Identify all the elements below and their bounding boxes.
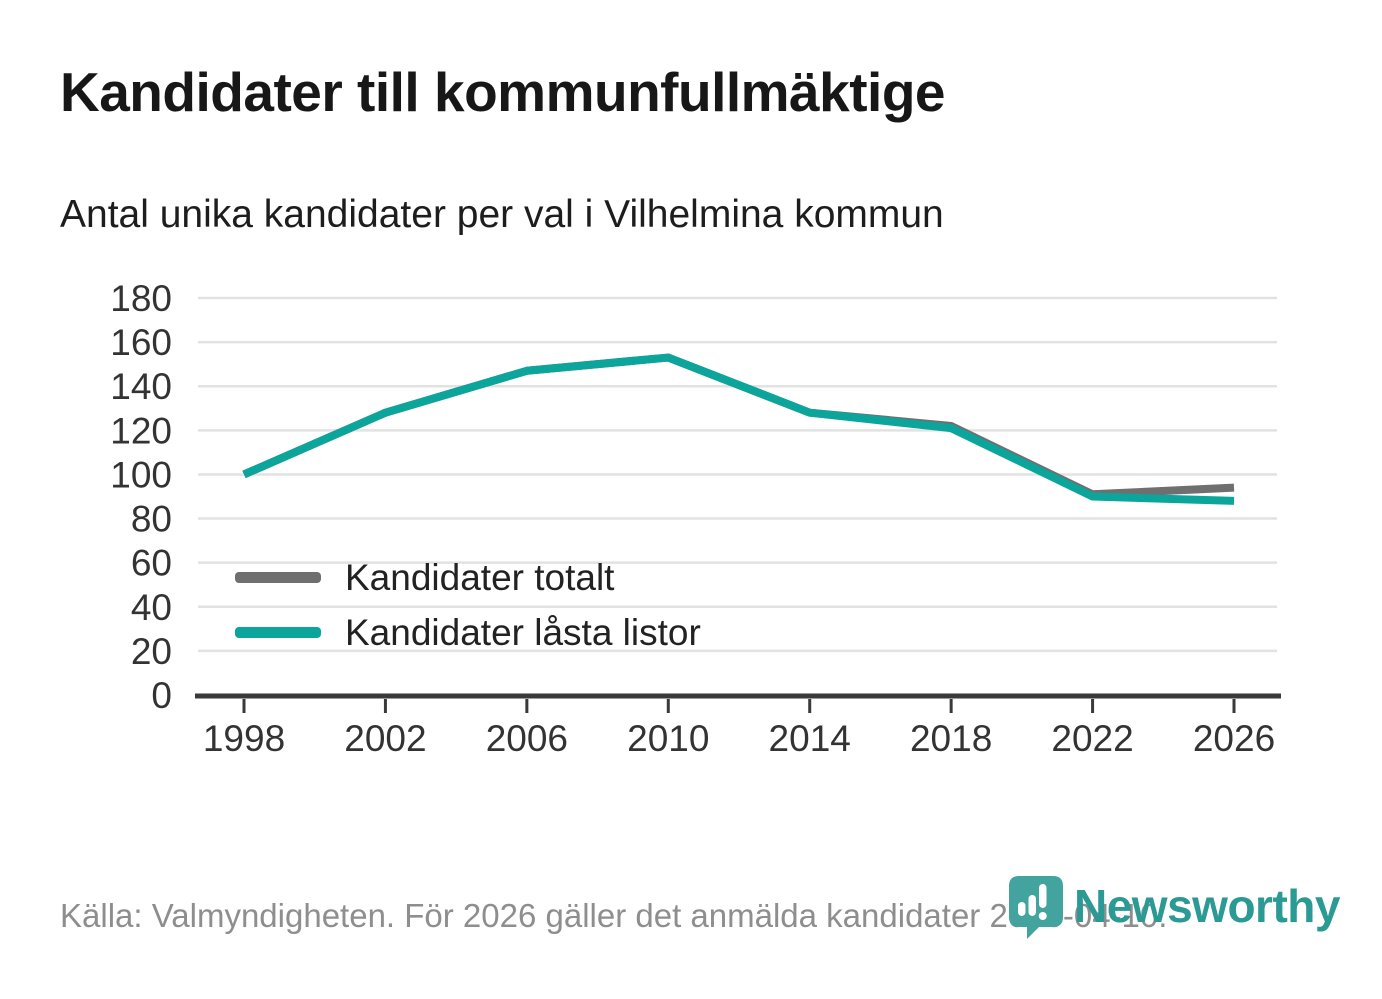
y-axis-label: 0 — [151, 675, 172, 716]
y-axis-label: 20 — [131, 631, 172, 672]
legend-swatch-kandidater-totalt — [235, 572, 321, 583]
y-axis-label: 140 — [110, 366, 172, 407]
x-axis-label: 2010 — [627, 718, 709, 759]
legend-swatch-kandidater-lasta-listor — [235, 627, 321, 638]
y-axis-label: 60 — [131, 543, 172, 584]
source-note: Källa: Valmyndigheten. För 2026 gäller d… — [60, 897, 1168, 934]
x-axis-label: 2026 — [1193, 718, 1275, 759]
x-axis-label: 2006 — [486, 718, 568, 759]
x-axis-label: 2018 — [910, 718, 992, 759]
newsworthy-logo: Newsworthy — [1009, 876, 1340, 940]
series-line-kandidater-l-sta-listor — [242, 353, 1235, 505]
newsworthy-wordmark: Newsworthy — [1074, 880, 1340, 932]
y-axis-label: 160 — [110, 322, 172, 363]
x-axis-label: 1998 — [203, 718, 285, 759]
x-axis-label: 2022 — [1051, 718, 1133, 759]
legend-label-kandidater-totalt: Kandidater totalt — [345, 556, 615, 598]
legend-label-kandidater-lasta-listor: Kandidater låsta listor — [345, 611, 701, 653]
y-axis-label: 80 — [131, 499, 172, 540]
chart-subtitle: Antal unika kandidater per val i Vilhelm… — [60, 193, 944, 236]
chart-legend: Kandidater totalt Kandidater låsta listo… — [235, 550, 701, 660]
y-axis-label: 180 — [110, 278, 172, 319]
legend-item-kandidater-totalt: Kandidater totalt — [235, 550, 701, 605]
y-axis-label: 100 — [110, 454, 172, 495]
chart-title: Kandidater till kommunfullmäktige — [60, 61, 946, 123]
legend-item-kandidater-lasta-listor: Kandidater låsta listor — [235, 605, 701, 660]
y-axis-label: 120 — [110, 410, 172, 451]
x-axis-label: 2014 — [769, 718, 851, 759]
x-axis-label: 2002 — [344, 718, 426, 759]
y-axis-label: 40 — [131, 587, 172, 628]
newsworthy-pin-icon — [1009, 876, 1063, 939]
